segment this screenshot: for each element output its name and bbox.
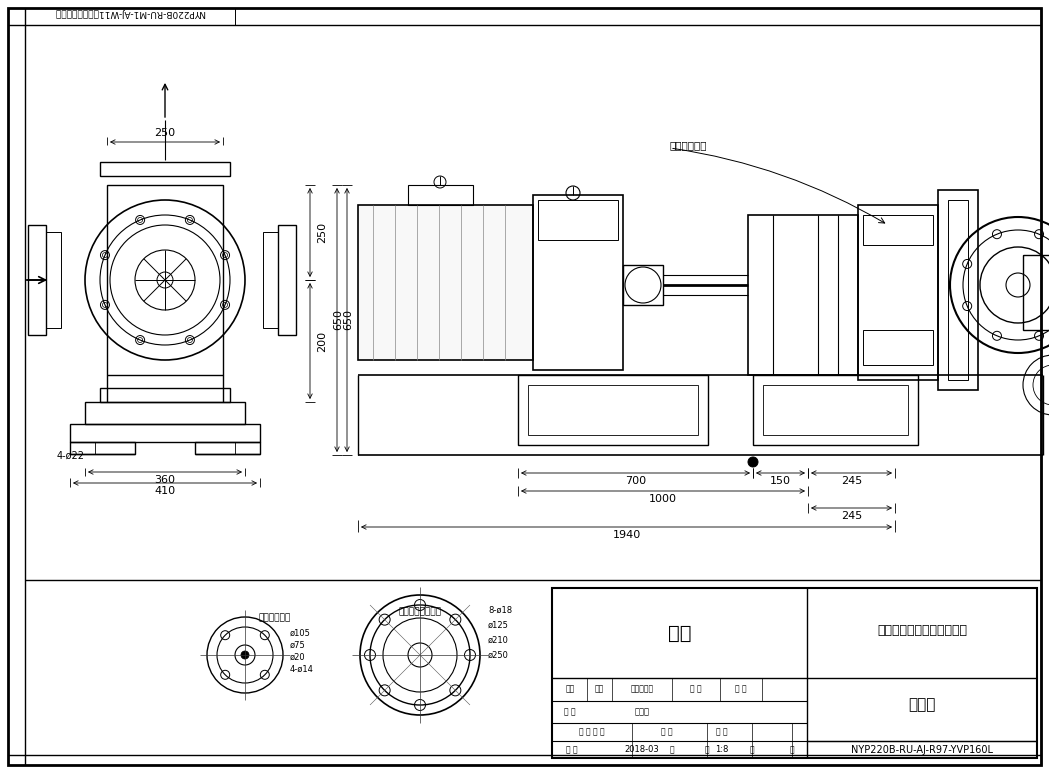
Bar (263, 232, 278, 328)
Text: 150: 150 (770, 476, 791, 486)
Text: 日 期: 日 期 (566, 745, 578, 754)
Text: 标记: 标记 (565, 685, 575, 693)
Bar (863, 330, 933, 365)
Bar (358, 205, 533, 360)
Bar (408, 185, 473, 205)
Text: 设 计: 设 计 (564, 707, 576, 717)
Text: 重 量: 重 量 (661, 727, 672, 737)
Bar (1023, 255, 1049, 330)
Bar (858, 205, 938, 380)
Text: 更改文件名: 更改文件名 (630, 685, 654, 693)
Text: ø105: ø105 (290, 628, 311, 638)
Bar (70, 442, 135, 454)
Text: 机组图: 机组图 (908, 697, 936, 713)
Text: 245: 245 (841, 476, 862, 486)
Text: 保温介质接口: 保温介质接口 (670, 140, 707, 150)
Text: 1000: 1000 (649, 494, 677, 504)
Text: 8-ø18: 8-ø18 (488, 605, 512, 615)
Text: ø210: ø210 (488, 635, 509, 645)
Text: 集: 集 (790, 745, 794, 754)
Bar (538, 200, 618, 240)
Bar (107, 185, 223, 375)
Text: 河北远东泵业制造有限公司: 河北远东泵业制造有限公司 (877, 624, 967, 636)
Bar (763, 385, 908, 435)
Bar (948, 200, 968, 380)
Bar (70, 424, 260, 442)
Text: 650: 650 (343, 309, 354, 331)
Text: 4-ø14: 4-ø14 (290, 665, 314, 673)
Text: NYP220B-RU-M1-AJ-W11转子泵整机尺寸图: NYP220B-RU-M1-AJ-W11转子泵整机尺寸图 (55, 8, 206, 17)
Text: 650: 650 (333, 309, 343, 331)
Text: 集: 集 (705, 745, 709, 754)
Bar (28, 225, 46, 335)
Text: 2018-03: 2018-03 (624, 745, 660, 754)
Bar (748, 215, 858, 375)
Text: 图 样 标 记: 图 样 标 记 (579, 727, 605, 737)
Text: 处数: 处数 (595, 685, 603, 693)
Bar (195, 442, 260, 454)
Text: 700: 700 (625, 476, 646, 486)
Text: 第: 第 (750, 745, 754, 754)
Bar (863, 215, 933, 245)
Text: ø20: ø20 (290, 652, 305, 662)
Text: 250: 250 (317, 221, 327, 243)
Bar (518, 375, 708, 445)
Circle shape (748, 457, 758, 467)
Bar (46, 232, 61, 328)
Text: 共: 共 (669, 745, 675, 754)
Bar (623, 265, 663, 305)
Text: 傅庆文: 傅庆文 (635, 707, 649, 717)
Text: 日 期: 日 期 (735, 685, 747, 693)
Bar (753, 375, 918, 445)
Bar (278, 225, 296, 335)
Text: 250: 250 (154, 128, 175, 138)
Text: 410: 410 (154, 486, 175, 496)
Text: 比 例: 比 例 (716, 727, 728, 737)
Text: 组件: 组件 (668, 624, 691, 642)
Text: NYP220B-RU-AJ-R97-YVP160L: NYP220B-RU-AJ-R97-YVP160L (851, 745, 993, 755)
Text: 泵进出口法兰尺寸: 泵进出口法兰尺寸 (399, 608, 442, 617)
Bar (533, 195, 623, 370)
Text: 245: 245 (841, 511, 862, 521)
Bar (100, 162, 230, 176)
Circle shape (241, 651, 249, 659)
Text: 360: 360 (154, 475, 175, 485)
Bar (100, 388, 230, 402)
Bar (85, 402, 245, 424)
Text: ø75: ø75 (290, 641, 305, 649)
Bar (938, 190, 978, 390)
Bar (528, 385, 698, 435)
Text: 1:8: 1:8 (715, 745, 729, 754)
Text: ø125: ø125 (488, 621, 509, 629)
Text: 1940: 1940 (613, 530, 641, 540)
Text: ø250: ø250 (488, 651, 509, 659)
Text: 签 字: 签 字 (690, 685, 702, 693)
Bar (25, 8, 235, 25)
Bar (552, 588, 1037, 758)
Text: 4-ø22: 4-ø22 (57, 451, 85, 461)
Text: 热媒法兰尺寸: 热媒法兰尺寸 (259, 614, 292, 622)
Text: 200: 200 (317, 330, 327, 352)
